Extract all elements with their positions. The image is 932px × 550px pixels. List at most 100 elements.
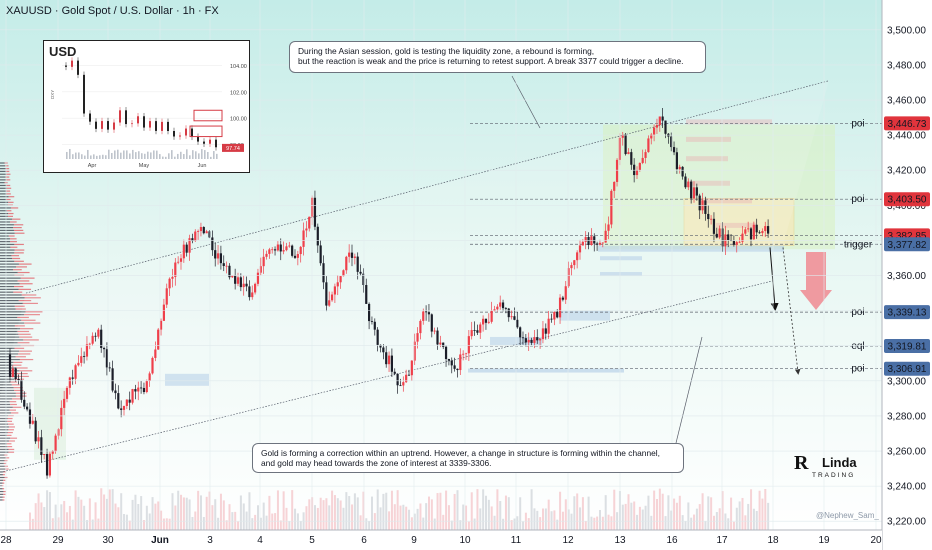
candle-body xyxy=(581,241,584,246)
volume-bar xyxy=(459,520,462,530)
candle-body xyxy=(670,136,673,148)
volume-bar xyxy=(165,518,168,530)
volume-bar xyxy=(239,495,242,530)
author-watermark: @Nephew_Sam_ xyxy=(816,511,879,520)
candle-body xyxy=(544,328,547,334)
profile-bar-dark xyxy=(0,176,6,178)
inset-candle xyxy=(149,121,151,128)
candle-body xyxy=(530,339,533,343)
candle-body xyxy=(630,152,633,165)
candle-body xyxy=(185,244,188,253)
inset-candle xyxy=(143,116,145,128)
candle-body xyxy=(464,353,468,355)
profile-bar-red xyxy=(14,249,25,251)
candle-body xyxy=(416,333,419,342)
volume-bar xyxy=(393,504,396,530)
volume-bar xyxy=(610,516,613,530)
candle-body xyxy=(516,319,519,328)
volume-bar xyxy=(732,521,735,530)
inset-x-tick: May xyxy=(139,163,150,169)
volume-bar xyxy=(385,492,388,530)
volume-bar xyxy=(721,491,724,530)
volume-bar xyxy=(222,500,225,530)
y-tick-label: 3,360.00 xyxy=(887,271,926,282)
candle-body xyxy=(692,187,696,199)
candle-body xyxy=(567,268,570,287)
volume-bar xyxy=(148,513,151,530)
candle-body xyxy=(108,367,111,369)
candle-body xyxy=(37,437,40,442)
inset-candle xyxy=(101,121,103,129)
profile-bar-red xyxy=(15,308,26,310)
profile-bar-red xyxy=(9,401,17,403)
profile-bar-red xyxy=(16,266,27,268)
profile-bar-dark xyxy=(0,193,7,195)
profile-bar-red xyxy=(3,493,6,495)
candle-body xyxy=(556,311,559,318)
candle-body xyxy=(254,283,257,293)
volume-bar xyxy=(467,521,470,530)
profile-bar-dark xyxy=(0,496,3,498)
inset-volume xyxy=(180,151,182,159)
volume-bar xyxy=(68,505,71,530)
volume-bar xyxy=(767,502,770,530)
inset-volume xyxy=(144,153,146,159)
candle-body xyxy=(427,312,431,315)
candle-body xyxy=(430,314,433,332)
inset-x-tick: Apr xyxy=(88,163,97,169)
candle-body xyxy=(174,262,177,277)
profile-bar-red xyxy=(12,364,22,366)
volume-bar xyxy=(490,506,493,530)
candle-body xyxy=(299,246,302,255)
candle-body xyxy=(459,354,462,371)
profile-bar-red xyxy=(19,370,33,372)
volume-bar xyxy=(704,521,707,530)
volume-bar xyxy=(413,513,416,530)
inset-volume xyxy=(126,150,128,159)
price-tag xyxy=(884,116,930,131)
candle-body xyxy=(125,399,128,406)
candle-body xyxy=(698,195,701,211)
volume-bar xyxy=(257,505,259,530)
profile-bar-red xyxy=(14,252,24,254)
candle-body xyxy=(222,263,225,267)
profile-bar-dark xyxy=(0,238,10,240)
volume-bar xyxy=(507,497,510,530)
profile-bar-red xyxy=(19,283,33,285)
volume-bar xyxy=(359,515,362,530)
volume-bar xyxy=(425,503,428,530)
candle-body xyxy=(225,265,228,267)
profile-bar-red xyxy=(23,339,39,341)
inset-candle xyxy=(173,131,175,137)
profile-bar-red xyxy=(10,241,17,243)
candle-body xyxy=(638,162,641,171)
profile-bar-dark xyxy=(0,389,15,392)
profile-bar-red xyxy=(7,420,13,422)
volume-bar xyxy=(750,489,753,530)
candle-body xyxy=(615,159,619,182)
profile-bar-red xyxy=(19,350,32,352)
inset-candle xyxy=(215,139,217,148)
volume-bar xyxy=(627,494,630,530)
profile-bar-red xyxy=(8,429,14,431)
inset-volume xyxy=(153,150,155,159)
profile-bar-dark xyxy=(0,339,24,341)
volume-bar xyxy=(140,496,143,530)
profile-bar-dark xyxy=(0,280,18,282)
candle-body xyxy=(202,227,205,234)
volume-bar xyxy=(217,517,220,530)
price-tag-text: 3,446.73 xyxy=(888,119,927,130)
candle-body xyxy=(8,354,12,377)
profile-bar-dark xyxy=(0,182,5,184)
volume-bar xyxy=(473,518,476,530)
profile-bar-dark xyxy=(0,457,6,459)
volume-bar xyxy=(188,499,191,530)
volume-bar xyxy=(333,495,336,530)
candle-body xyxy=(764,226,767,232)
profile-bar-dark xyxy=(0,446,8,448)
profile-bar-dark xyxy=(0,460,5,462)
profile-bar-dark xyxy=(0,387,14,389)
candle-body xyxy=(293,255,297,258)
profile-bar-dark xyxy=(0,375,18,378)
